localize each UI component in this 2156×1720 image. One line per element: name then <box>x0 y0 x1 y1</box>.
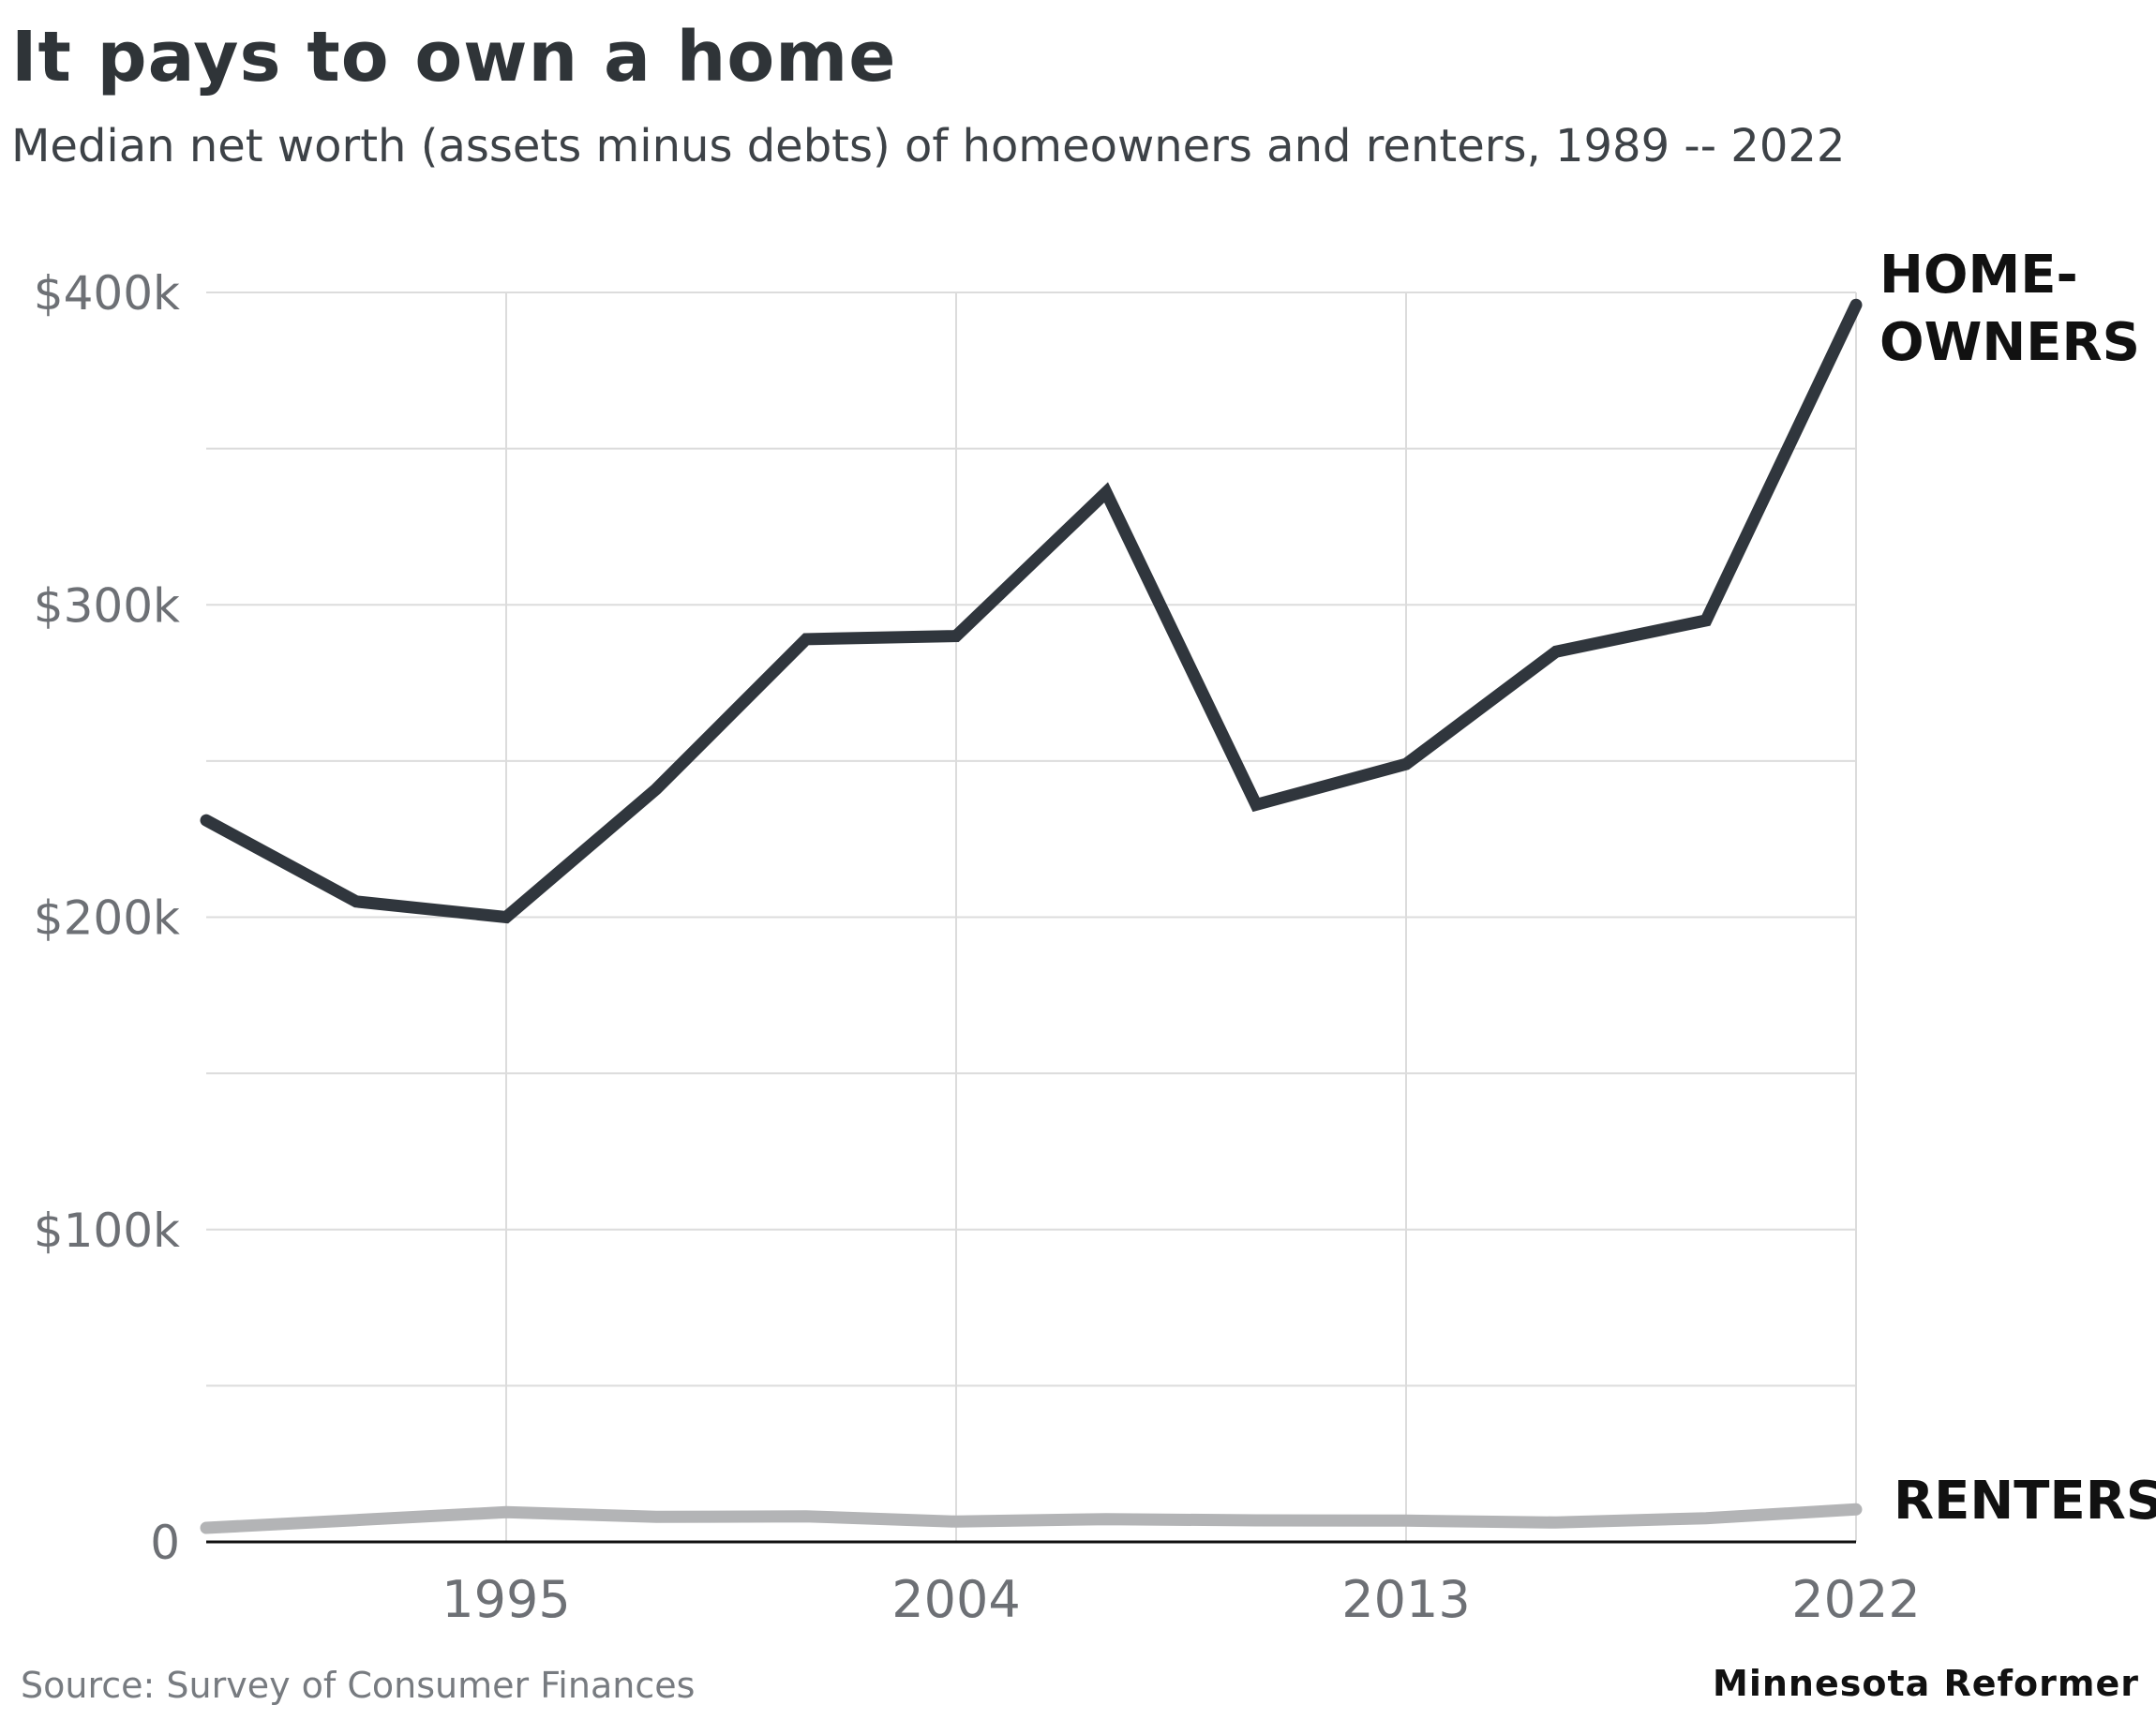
y-tick-label: $400k <box>34 266 180 321</box>
brand-logo-text: Minnesota Reformer <box>1713 1663 2139 1704</box>
series-label-renters: RENTERS <box>1894 1471 2156 1532</box>
x-tick-label: 1995 <box>442 1570 570 1629</box>
chart-title: It pays to own a home <box>11 17 897 97</box>
series-label-homeowners: OWNERS <box>1879 312 2140 373</box>
x-tick-label: 2022 <box>1791 1570 1920 1629</box>
x-tick-label: 2004 <box>891 1570 1020 1629</box>
x-tick-label: 2013 <box>1341 1570 1470 1629</box>
chart-subtitle: Median net worth (assets minus debts) of… <box>11 120 1846 172</box>
series-line-homeowners <box>200 298 1863 924</box>
y-tick-label: 0 <box>150 1516 180 1570</box>
series-label-homeowners: HOME- <box>1879 245 2078 306</box>
source-note: Source: Survey of Consumer Finances <box>21 1665 696 1706</box>
y-tick-label: $100k <box>34 1204 180 1258</box>
series-line-renters <box>200 1503 1863 1534</box>
y-tick-label: $200k <box>34 891 180 946</box>
y-tick-label: $300k <box>34 578 180 633</box>
